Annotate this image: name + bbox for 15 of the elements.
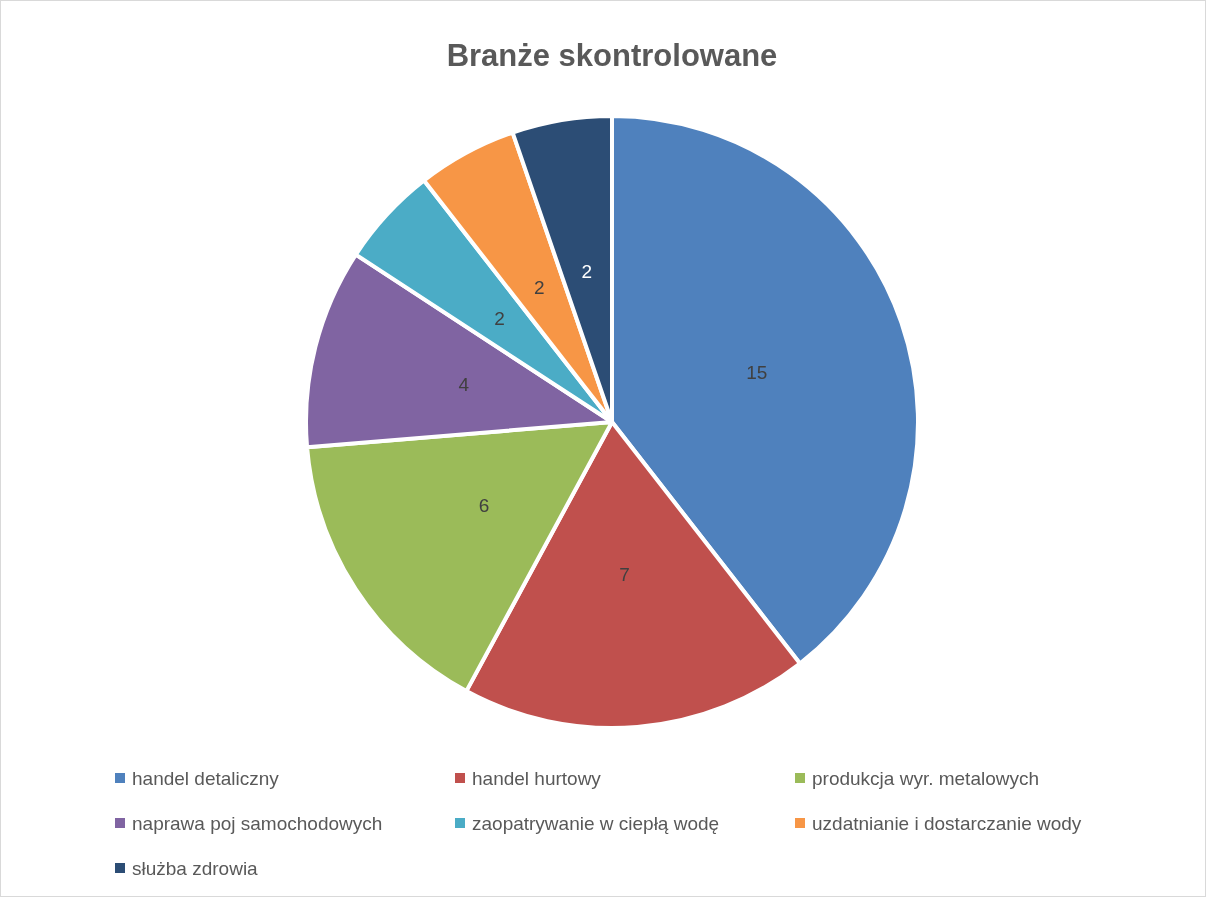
- legend-label: naprawa poj samochodowych: [132, 812, 383, 834]
- chart-title: Branże skontrolowane: [446, 37, 778, 73]
- legend-label: uzdatnianie i dostarczanie wody: [812, 812, 1082, 834]
- legend-label: produkcja wyr. metalowych: [812, 767, 1040, 789]
- data-label: 6: [478, 495, 490, 517]
- data-label: 4: [458, 373, 470, 395]
- legend-label: służba zdrowia: [132, 857, 259, 879]
- legend-label: handel hurtowy: [472, 767, 602, 789]
- data-label: 2: [581, 260, 593, 282]
- data-label: 7: [619, 563, 630, 585]
- data-label: 2: [533, 276, 545, 298]
- data-label: 2: [494, 307, 505, 329]
- legend-label: zaopatrywanie w ciepłą wodę: [472, 812, 720, 834]
- data-label: 15: [746, 361, 768, 383]
- legend-label: handel detaliczny: [132, 767, 280, 789]
